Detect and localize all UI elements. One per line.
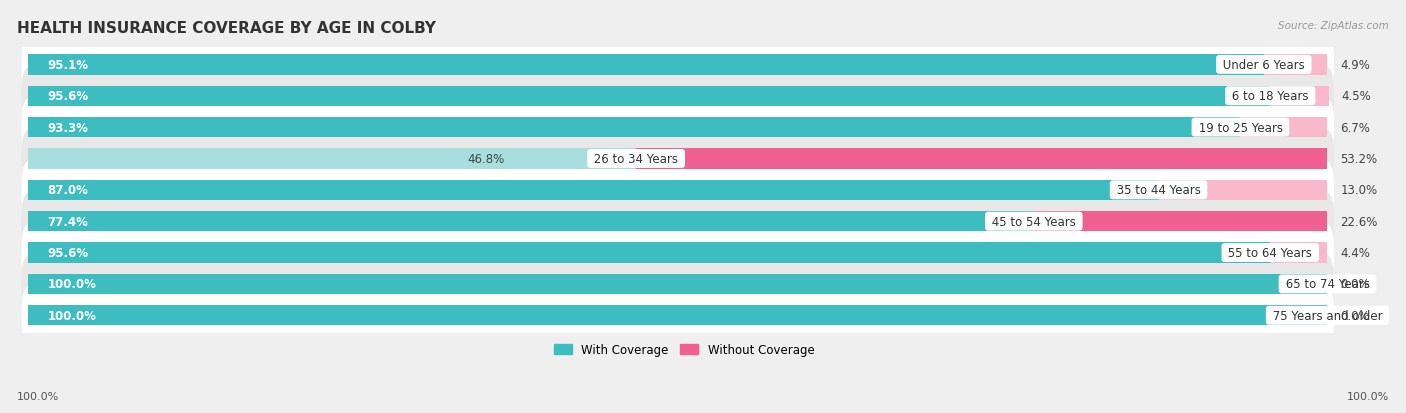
FancyBboxPatch shape	[21, 192, 1334, 252]
Text: HEALTH INSURANCE COVERAGE BY AGE IN COLBY: HEALTH INSURANCE COVERAGE BY AGE IN COLB…	[17, 21, 436, 36]
Bar	[28, 305, 1327, 326]
Text: 93.3%: 93.3%	[48, 121, 89, 134]
Text: 46.8%: 46.8%	[467, 152, 505, 166]
FancyBboxPatch shape	[21, 35, 1334, 95]
Text: 35 to 44 Years: 35 to 44 Years	[1112, 184, 1205, 197]
Text: 6.7%: 6.7%	[1340, 121, 1371, 134]
Text: 95.6%: 95.6%	[48, 90, 89, 103]
Bar	[28, 180, 1159, 201]
FancyBboxPatch shape	[21, 223, 1334, 283]
Legend: With Coverage, Without Coverage: With Coverage, Without Coverage	[550, 339, 820, 361]
FancyBboxPatch shape	[21, 160, 1334, 221]
Bar	[1270, 243, 1327, 263]
Bar	[636, 149, 1327, 169]
Text: 0.0%: 0.0%	[1340, 278, 1369, 291]
Bar	[1264, 55, 1327, 76]
Text: 95.1%: 95.1%	[48, 59, 89, 72]
Bar	[28, 149, 636, 169]
Text: 100.0%: 100.0%	[48, 309, 97, 322]
Text: Under 6 Years: Under 6 Years	[1219, 59, 1309, 72]
Bar	[28, 274, 1327, 294]
Text: 0.0%: 0.0%	[1340, 309, 1369, 322]
Text: 4.4%: 4.4%	[1340, 247, 1371, 259]
Text: Source: ZipAtlas.com: Source: ZipAtlas.com	[1278, 21, 1389, 31]
Bar	[28, 86, 1270, 107]
Text: 19 to 25 Years: 19 to 25 Years	[1195, 121, 1286, 134]
Bar	[1159, 180, 1327, 201]
Text: 4.9%: 4.9%	[1340, 59, 1371, 72]
FancyBboxPatch shape	[21, 285, 1334, 346]
Text: 65 to 74 Years: 65 to 74 Years	[1282, 278, 1374, 291]
Text: 100.0%: 100.0%	[17, 391, 59, 401]
Bar	[28, 55, 1264, 76]
Bar	[1240, 118, 1327, 138]
Text: 53.2%: 53.2%	[1340, 152, 1378, 166]
Text: 55 to 64 Years: 55 to 64 Years	[1225, 247, 1316, 259]
Text: 100.0%: 100.0%	[48, 278, 97, 291]
FancyBboxPatch shape	[21, 98, 1334, 158]
Bar	[28, 118, 1240, 138]
Text: 26 to 34 Years: 26 to 34 Years	[591, 152, 682, 166]
FancyBboxPatch shape	[21, 254, 1334, 314]
Bar	[1270, 86, 1329, 107]
Bar	[1033, 211, 1327, 232]
Text: 6 to 18 Years: 6 to 18 Years	[1229, 90, 1312, 103]
Text: 95.6%: 95.6%	[48, 247, 89, 259]
Text: 75 Years and older: 75 Years and older	[1268, 309, 1386, 322]
Text: 87.0%: 87.0%	[48, 184, 89, 197]
FancyBboxPatch shape	[21, 129, 1334, 189]
Text: 77.4%: 77.4%	[48, 215, 89, 228]
Text: 4.5%: 4.5%	[1341, 90, 1371, 103]
Bar	[28, 243, 1270, 263]
Text: 22.6%: 22.6%	[1340, 215, 1378, 228]
FancyBboxPatch shape	[21, 66, 1334, 126]
Text: 100.0%: 100.0%	[1347, 391, 1389, 401]
Text: 13.0%: 13.0%	[1340, 184, 1378, 197]
Bar	[28, 211, 1033, 232]
Text: 45 to 54 Years: 45 to 54 Years	[988, 215, 1080, 228]
